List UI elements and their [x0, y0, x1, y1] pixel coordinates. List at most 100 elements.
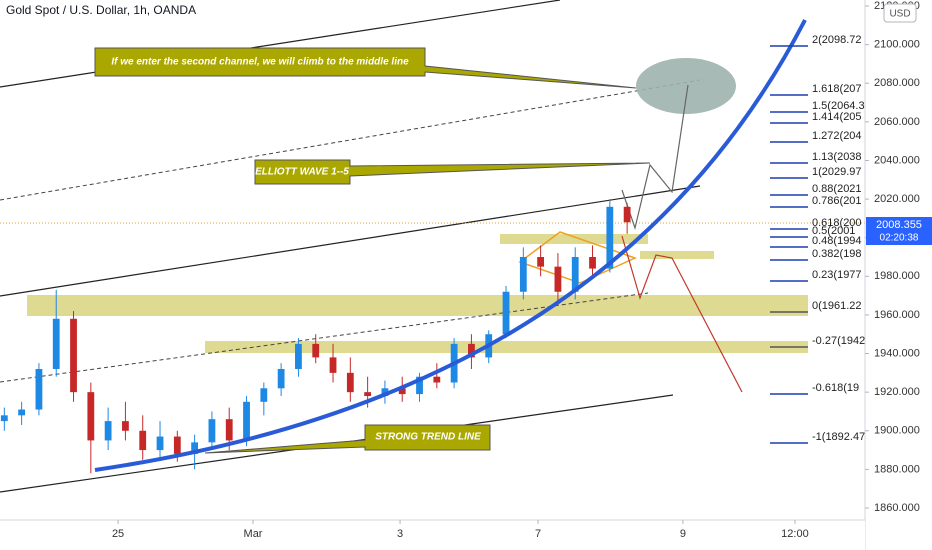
- title-bg: [0, 0, 240, 20]
- candle-body: [398, 388, 406, 395]
- fib-label: 1.272(204: [812, 130, 862, 142]
- fib-label: 0.23(1977: [812, 269, 862, 281]
- y-tick-label: 2100.000: [874, 39, 920, 51]
- callout-text: If we enter the second channel, we will …: [111, 57, 409, 68]
- candle-body: [104, 421, 112, 441]
- y-tick-label: 2080.000: [874, 77, 920, 89]
- candle-body: [122, 421, 129, 431]
- y-tick-label: 1980.000: [874, 270, 920, 282]
- x-tick-label: 3: [397, 528, 403, 540]
- fib-label: 0(1961.22: [812, 300, 862, 312]
- candle-body: [589, 257, 596, 269]
- title: Gold Spot / U.S. Dollar, 1h, OANDA: [6, 3, 196, 17]
- candle-body: [433, 376, 441, 383]
- countdown: 02:20:38: [880, 233, 919, 244]
- fib-label: 1(2029.97: [812, 166, 862, 178]
- price-box: [866, 217, 932, 245]
- candle-body: [35, 368, 43, 410]
- fib-label: 0.382(198: [812, 248, 862, 260]
- y-tick-label: 1920.000: [874, 386, 920, 398]
- x-tick-label: 25: [112, 528, 124, 540]
- fib-label: 1.618(207: [812, 83, 862, 95]
- callout: [204, 424, 491, 454]
- candle-body: [277, 368, 285, 389]
- fib-label: 0.786(201: [812, 195, 862, 207]
- candle-body: [52, 318, 60, 369]
- currency: USD: [889, 9, 910, 20]
- plot: [0, 0, 865, 493]
- candle-body: [173, 436, 181, 454]
- y-tick-label: 2020.000: [874, 193, 920, 205]
- candle-body: [0, 415, 8, 422]
- zone: [27, 295, 808, 316]
- candle-body: [554, 266, 562, 292]
- candle-body: [156, 436, 164, 451]
- y-tick-label: 1900.000: [874, 425, 920, 437]
- candle-body: [502, 291, 510, 335]
- candle-body: [606, 206, 614, 269]
- trend-curve: [94, 19, 807, 472]
- channel-line: [0, 0, 561, 88]
- fib-label: 0.48(1994: [812, 235, 862, 247]
- target-ellipse: [636, 58, 736, 114]
- candle-body: [329, 357, 337, 373]
- channel-mid: [0, 79, 701, 201]
- projection: [621, 235, 743, 393]
- callout: [254, 159, 651, 185]
- callout-text: ELLIOTT WAVE 1--5: [255, 167, 349, 178]
- y-tick-label: 1940.000: [874, 347, 920, 359]
- y-tick-label: 2040.000: [874, 154, 920, 166]
- candle-body: [139, 430, 147, 451]
- candle-body: [208, 419, 216, 443]
- callout-text: STRONG TREND LINE: [375, 432, 481, 443]
- y-tick-label: 1880.000: [874, 463, 920, 475]
- x-tick-label: 12:00: [781, 528, 809, 540]
- fib-label: 1.13(2038: [812, 151, 862, 163]
- y-axis-area: [865, 0, 932, 550]
- channel-line: [0, 185, 701, 297]
- y-tick-label: 1960.000: [874, 309, 920, 321]
- fib-label: 1.5(2064.3: [812, 100, 865, 112]
- y-tick-label: 1860.000: [874, 502, 920, 514]
- y-tick-label: 2060.000: [874, 116, 920, 128]
- candle-body: [571, 257, 579, 292]
- fib-label: -1(1892.47: [812, 431, 865, 443]
- fib-label: 0.618(200: [812, 217, 862, 229]
- candle-body: [519, 257, 527, 292]
- x-tick-label: 9: [680, 528, 686, 540]
- fib: 2(2098.72 1.618(207 1.5(2064.31.414(205 1.2…: [770, 34, 865, 444]
- candle-body: [416, 376, 423, 395]
- zone: [205, 341, 808, 353]
- projection: [621, 84, 689, 231]
- fib-label: -0.27(1942: [812, 335, 865, 347]
- x-tick-label: 7: [535, 528, 541, 540]
- candle-body: [18, 409, 26, 416]
- fib-label: 2(2098.72: [812, 34, 862, 46]
- last-price: 2008.355: [876, 219, 922, 231]
- candle-body: [70, 318, 77, 393]
- x-axis-area: [0, 520, 865, 550]
- fib-label: 0.5(2001: [812, 225, 855, 237]
- candle-body: [312, 343, 320, 358]
- fib-label: -0.618(19: [812, 382, 859, 394]
- x-tick-label: Mar: [244, 528, 263, 540]
- candle-body: [381, 388, 389, 397]
- currency-box: [883, 3, 917, 23]
- candle-body: [364, 392, 372, 397]
- candle-body: [295, 343, 302, 369]
- candle-body: [537, 257, 545, 267]
- candle-body: [243, 401, 250, 441]
- candle-body: [191, 442, 199, 454]
- zone: [500, 234, 648, 244]
- fib-label: 1.414(205: [812, 111, 862, 123]
- candle-body: [623, 206, 631, 223]
- fib-label: 0.88(2021: [812, 183, 862, 195]
- candle-body: [225, 419, 233, 441]
- candle-body: [260, 388, 268, 402]
- candle-body: [87, 392, 95, 441]
- candles: [0, 199, 631, 474]
- callout: [94, 47, 637, 89]
- candle-body: [468, 343, 475, 358]
